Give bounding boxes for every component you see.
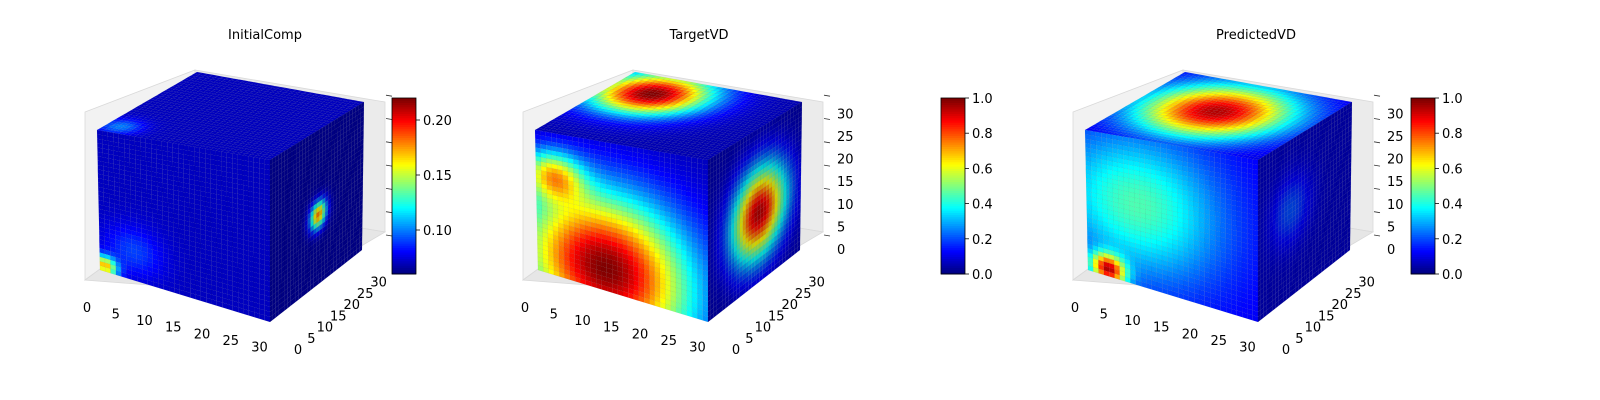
panel-title: TargetVD — [668, 28, 728, 43]
z-tick-mark — [385, 164, 393, 167]
cube-face-front — [96, 129, 271, 323]
x-tick-label: 25 — [223, 334, 240, 349]
y-tick-label: 0 — [294, 343, 302, 358]
colorbar-tick-label: 0.15 — [423, 169, 452, 184]
y-tick-label: 30 — [370, 276, 387, 291]
x-tick-label: 5 — [112, 308, 120, 323]
z-tick-mark — [385, 234, 393, 237]
z-tick-mark — [385, 211, 393, 214]
x-tick-label: 10 — [136, 314, 153, 329]
cube-face-top — [96, 71, 365, 161]
x-tick-label: 15 — [165, 321, 182, 336]
colorbar-segment — [392, 98, 416, 101]
z-tick-mark — [385, 141, 393, 144]
x-tick-label: 20 — [194, 327, 211, 342]
colorbar: 0.10 0.15 0.20 — [391, 97, 452, 275]
y-tick-label: 5 — [307, 332, 315, 347]
z-tick-mark — [385, 188, 393, 190]
cube-face-front — [534, 129, 709, 323]
colorbar-tick-label: 0.20 — [423, 114, 452, 129]
colorbar-tick-label: 0.10 — [423, 224, 452, 239]
x-tick-label: 30 — [251, 340, 268, 355]
x-tick-label: 0 — [83, 301, 91, 316]
z-tick-mark — [385, 118, 393, 120]
z-tick-mark — [385, 94, 393, 97]
panel-title: InitialComp — [228, 28, 302, 43]
